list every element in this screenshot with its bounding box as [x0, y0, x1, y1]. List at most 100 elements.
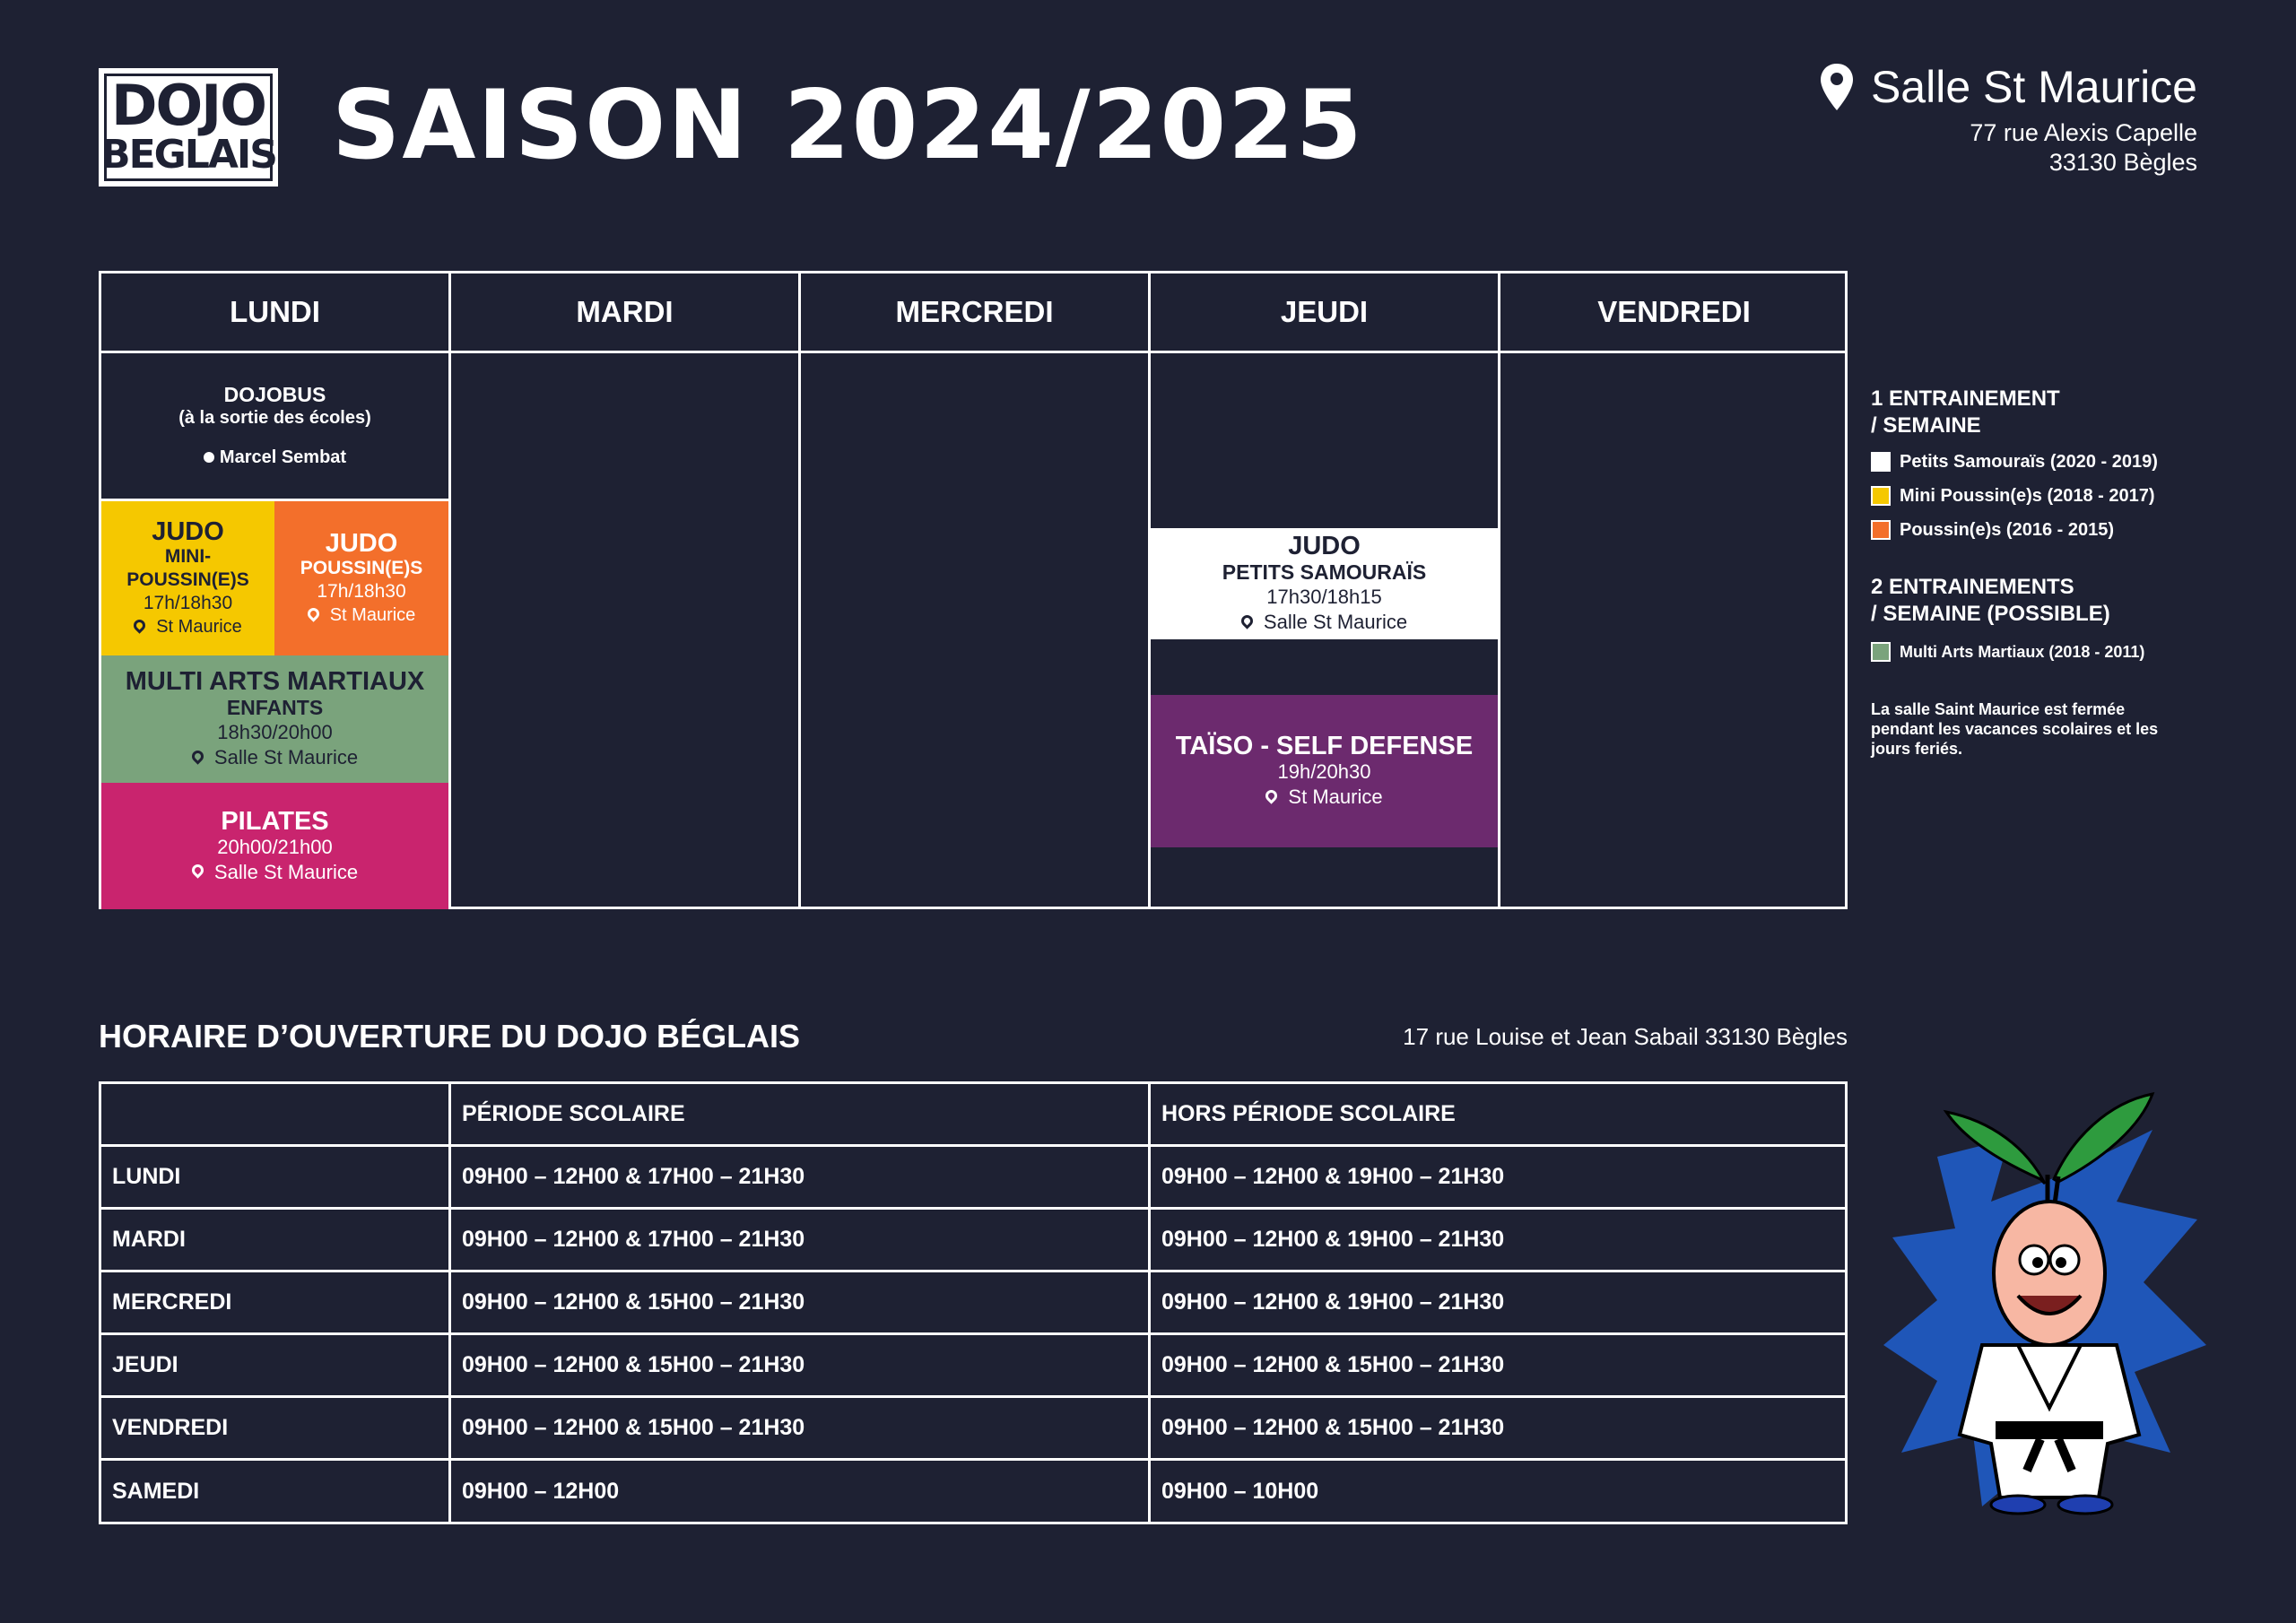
grid-divider [1498, 273, 1500, 907]
legend-swatch [1871, 452, 1891, 472]
row-holiday-hours: 09H00 – 12H00 & 19H00 – 21H30 [1161, 1227, 1505, 1252]
table-row: MERCREDI 09H00 – 12H00 & 15H00 – 21H30 0… [101, 1272, 1845, 1335]
judo-mini-poussins-block: JUDO MINI- POUSSIN(E)S 17h/18h30 St Maur… [101, 501, 274, 655]
legend-note-1: La salle Saint Maurice est fermée [1871, 700, 2126, 718]
venue-name: Salle St Maurice [1870, 62, 2197, 112]
multi-arts-location: Salle St Maurice [189, 745, 359, 770]
row-holiday-hours: 09H00 – 12H00 & 15H00 – 21H30 [1161, 1415, 1505, 1440]
taiso-hours: 19h/20h30 [1277, 760, 1371, 783]
legend-group1-title-1: 1 ENTRAINEMENT [1871, 386, 2060, 411]
location-pin-icon [305, 604, 322, 622]
multi-arts-location-label: Salle St Maurice [213, 746, 359, 768]
table-row: SAMEDI 09H00 – 12H00 09H00 – 10H00 [101, 1461, 1845, 1522]
row-school-hours: 09H00 – 12H00 & 15H00 – 21H30 [462, 1415, 805, 1440]
judo-poussins-block: JUDO POUSSIN(E)S 17h/18h30 St Maurice [274, 501, 448, 655]
dojobus-block: DOJOBUS (à la sortie des écoles) Marcel … [101, 353, 448, 501]
judo-petits-location: Salle St Maurice [1239, 610, 1408, 635]
row-school-hours: 09H00 – 12H00 & 17H00 – 21H30 [462, 1164, 805, 1189]
judo-poussin-location: St Maurice [305, 603, 415, 627]
legend-group1-title-2: / SEMAINE [1871, 413, 1981, 438]
row-holiday-hours: 09H00 – 10H00 [1161, 1478, 1319, 1504]
day-header-jeudi: JEUDI [1280, 295, 1369, 328]
judo-petits-samourais-block: JUDO PETITS SAMOURAÏS 17h30/18h15 Salle … [1151, 528, 1498, 639]
page-title: SAISON 2024/2025 [332, 70, 1364, 180]
day-header-lundi: LUNDI [230, 295, 320, 328]
grid-divider [1148, 273, 1151, 907]
row-day: LUNDI [112, 1164, 181, 1189]
pilates-location-label: Salle St Maurice [213, 860, 359, 883]
table-row: MARDI 09H00 – 12H00 & 17H00 – 21H30 09H0… [101, 1210, 1845, 1272]
opening-hours-table: PÉRIODE SCOLAIRE HORS PÉRIODE SCOLAIRE L… [99, 1081, 1848, 1524]
legend: 1 ENTRAINEMENT / SEMAINE Petits Samouraï… [1871, 386, 2212, 759]
row-school-hours: 09H00 – 12H00 & 15H00 – 21H30 [462, 1289, 805, 1315]
row-holiday-hours: 09H00 – 12H00 & 19H00 – 21H30 [1161, 1164, 1505, 1189]
grid-header-divider [101, 351, 1845, 353]
legend-item: Multi Arts Martiaux (2018 - 2011) [1871, 640, 2212, 664]
judo-mini-title: JUDO [152, 517, 224, 546]
day-header-mercredi: MERCREDI [895, 295, 1054, 328]
taiso-self-defense-block: TAÏSO - SELF DEFENSE 19h/20h30 St Mauric… [1151, 695, 1498, 847]
judo-mini-sub1: MINI- [164, 546, 212, 567]
multi-arts-title: MULTI ARTS MARTIAUX [125, 667, 425, 696]
table-header-row: PÉRIODE SCOLAIRE HORS PÉRIODE SCOLAIRE [101, 1084, 1845, 1147]
judo-petits-location-label: Salle St Maurice [1263, 611, 1408, 633]
legend-group2-title-2: / SEMAINE (POSSIBLE) [1871, 602, 2110, 626]
day-header-mardi: MARDI [576, 295, 674, 328]
dojobus-subtitle: (à la sortie des écoles) [178, 408, 371, 428]
pilates-location: Salle St Maurice [189, 860, 359, 885]
table-divider [1148, 1084, 1151, 1522]
legend-note-2: pendant les vacances scolaires et les [1871, 720, 2159, 738]
row-day: VENDREDI [112, 1415, 229, 1440]
weekly-schedule-grid: LUNDI MARDI MERCREDI JEUDI VENDREDI DOJO… [99, 271, 1848, 909]
logo-line-2: BEGLAIS [100, 132, 278, 178]
table-row: JEUDI 09H00 – 12H00 & 15H00 – 21H30 09H0… [101, 1335, 1845, 1398]
legend-swatch [1871, 642, 1891, 662]
taiso-location: St Maurice [1263, 785, 1383, 810]
venue-name-row: Salle St Maurice [1819, 56, 2197, 118]
location-pin-icon [189, 747, 206, 765]
multi-arts-sub: ENFANTS [226, 696, 324, 719]
judo-mini-hours: 17h/18h30 [143, 593, 233, 613]
row-school-hours: 09H00 – 12H00 & 15H00 – 21H30 [462, 1352, 805, 1377]
grid-divider [798, 273, 801, 907]
dojobus-stop: Marcel Sembat [203, 445, 346, 470]
legend-item-label: Mini Poussin(e)s (2018 - 2017) [1900, 486, 2155, 506]
legend-item: Poussin(e)s (2016 - 2015) [1871, 518, 2212, 542]
pilates-title: PILATES [221, 806, 329, 836]
location-pin-icon [189, 862, 206, 879]
legend-item-label: Petits Samouraïs (2020 - 2019) [1900, 452, 2158, 472]
table-row: VENDREDI 09H00 – 12H00 & 15H00 – 21H30 0… [101, 1398, 1845, 1461]
legend-swatch [1871, 486, 1891, 506]
grid-divider [448, 273, 451, 907]
venue-info: Salle St Maurice 77 rue Alexis Capelle 3… [1819, 56, 2197, 178]
mascot-illustration [1883, 1091, 2206, 1515]
judo-petits-sub: PETITS SAMOURAÏS [1222, 560, 1427, 584]
row-school-hours: 09H00 – 12H00 [462, 1478, 620, 1504]
hours-section-title: HORAIRE D’OUVERTURE DU DOJO BÉGLAIS [99, 1018, 801, 1055]
row-day: JEUDI [112, 1352, 178, 1377]
location-pin-icon [1820, 64, 1853, 110]
legend-swatch [1871, 520, 1891, 540]
dojobus-title: DOJOBUS [223, 383, 326, 406]
judo-petits-title: JUDO [1288, 532, 1361, 560]
bullet-dot-icon [203, 452, 214, 463]
row-holiday-hours: 09H00 – 12H00 & 15H00 – 21H30 [1161, 1352, 1505, 1377]
legend-note-3: jours feriés. [1871, 740, 1963, 758]
location-pin-icon [1263, 786, 1281, 804]
taiso-title: TAÏSO - SELF DEFENSE [1175, 732, 1474, 760]
dojo-logo: DOJO BEGLAIS [99, 68, 278, 187]
multi-arts-martiaux-block: MULTI ARTS MARTIAUX ENFANTS 18h30/20h00 … [101, 655, 448, 783]
location-pin-icon [131, 616, 148, 634]
venue-address-1: 77 rue Alexis Capelle [1970, 119, 2197, 146]
pilates-block: PILATES 20h00/21h00 Salle St Maurice [101, 783, 448, 909]
hours-address: 17 rue Louise et Jean Sabail 33130 Bègle… [1403, 1023, 1848, 1050]
legend-item-label: Poussin(e)s (2016 - 2015) [1900, 520, 2114, 540]
taiso-location-label: St Maurice [1288, 785, 1383, 808]
multi-arts-hours: 18h30/20h00 [217, 721, 333, 743]
column-header-school: PÉRIODE SCOLAIRE [462, 1101, 685, 1126]
judo-petits-hours: 17h30/18h15 [1266, 586, 1382, 608]
row-holiday-hours: 09H00 – 12H00 & 19H00 – 21H30 [1161, 1289, 1505, 1315]
day-header-vendredi: VENDREDI [1597, 295, 1751, 328]
pilates-hours: 20h00/21h00 [217, 835, 333, 858]
judo-mini-location: St Maurice [131, 615, 242, 638]
